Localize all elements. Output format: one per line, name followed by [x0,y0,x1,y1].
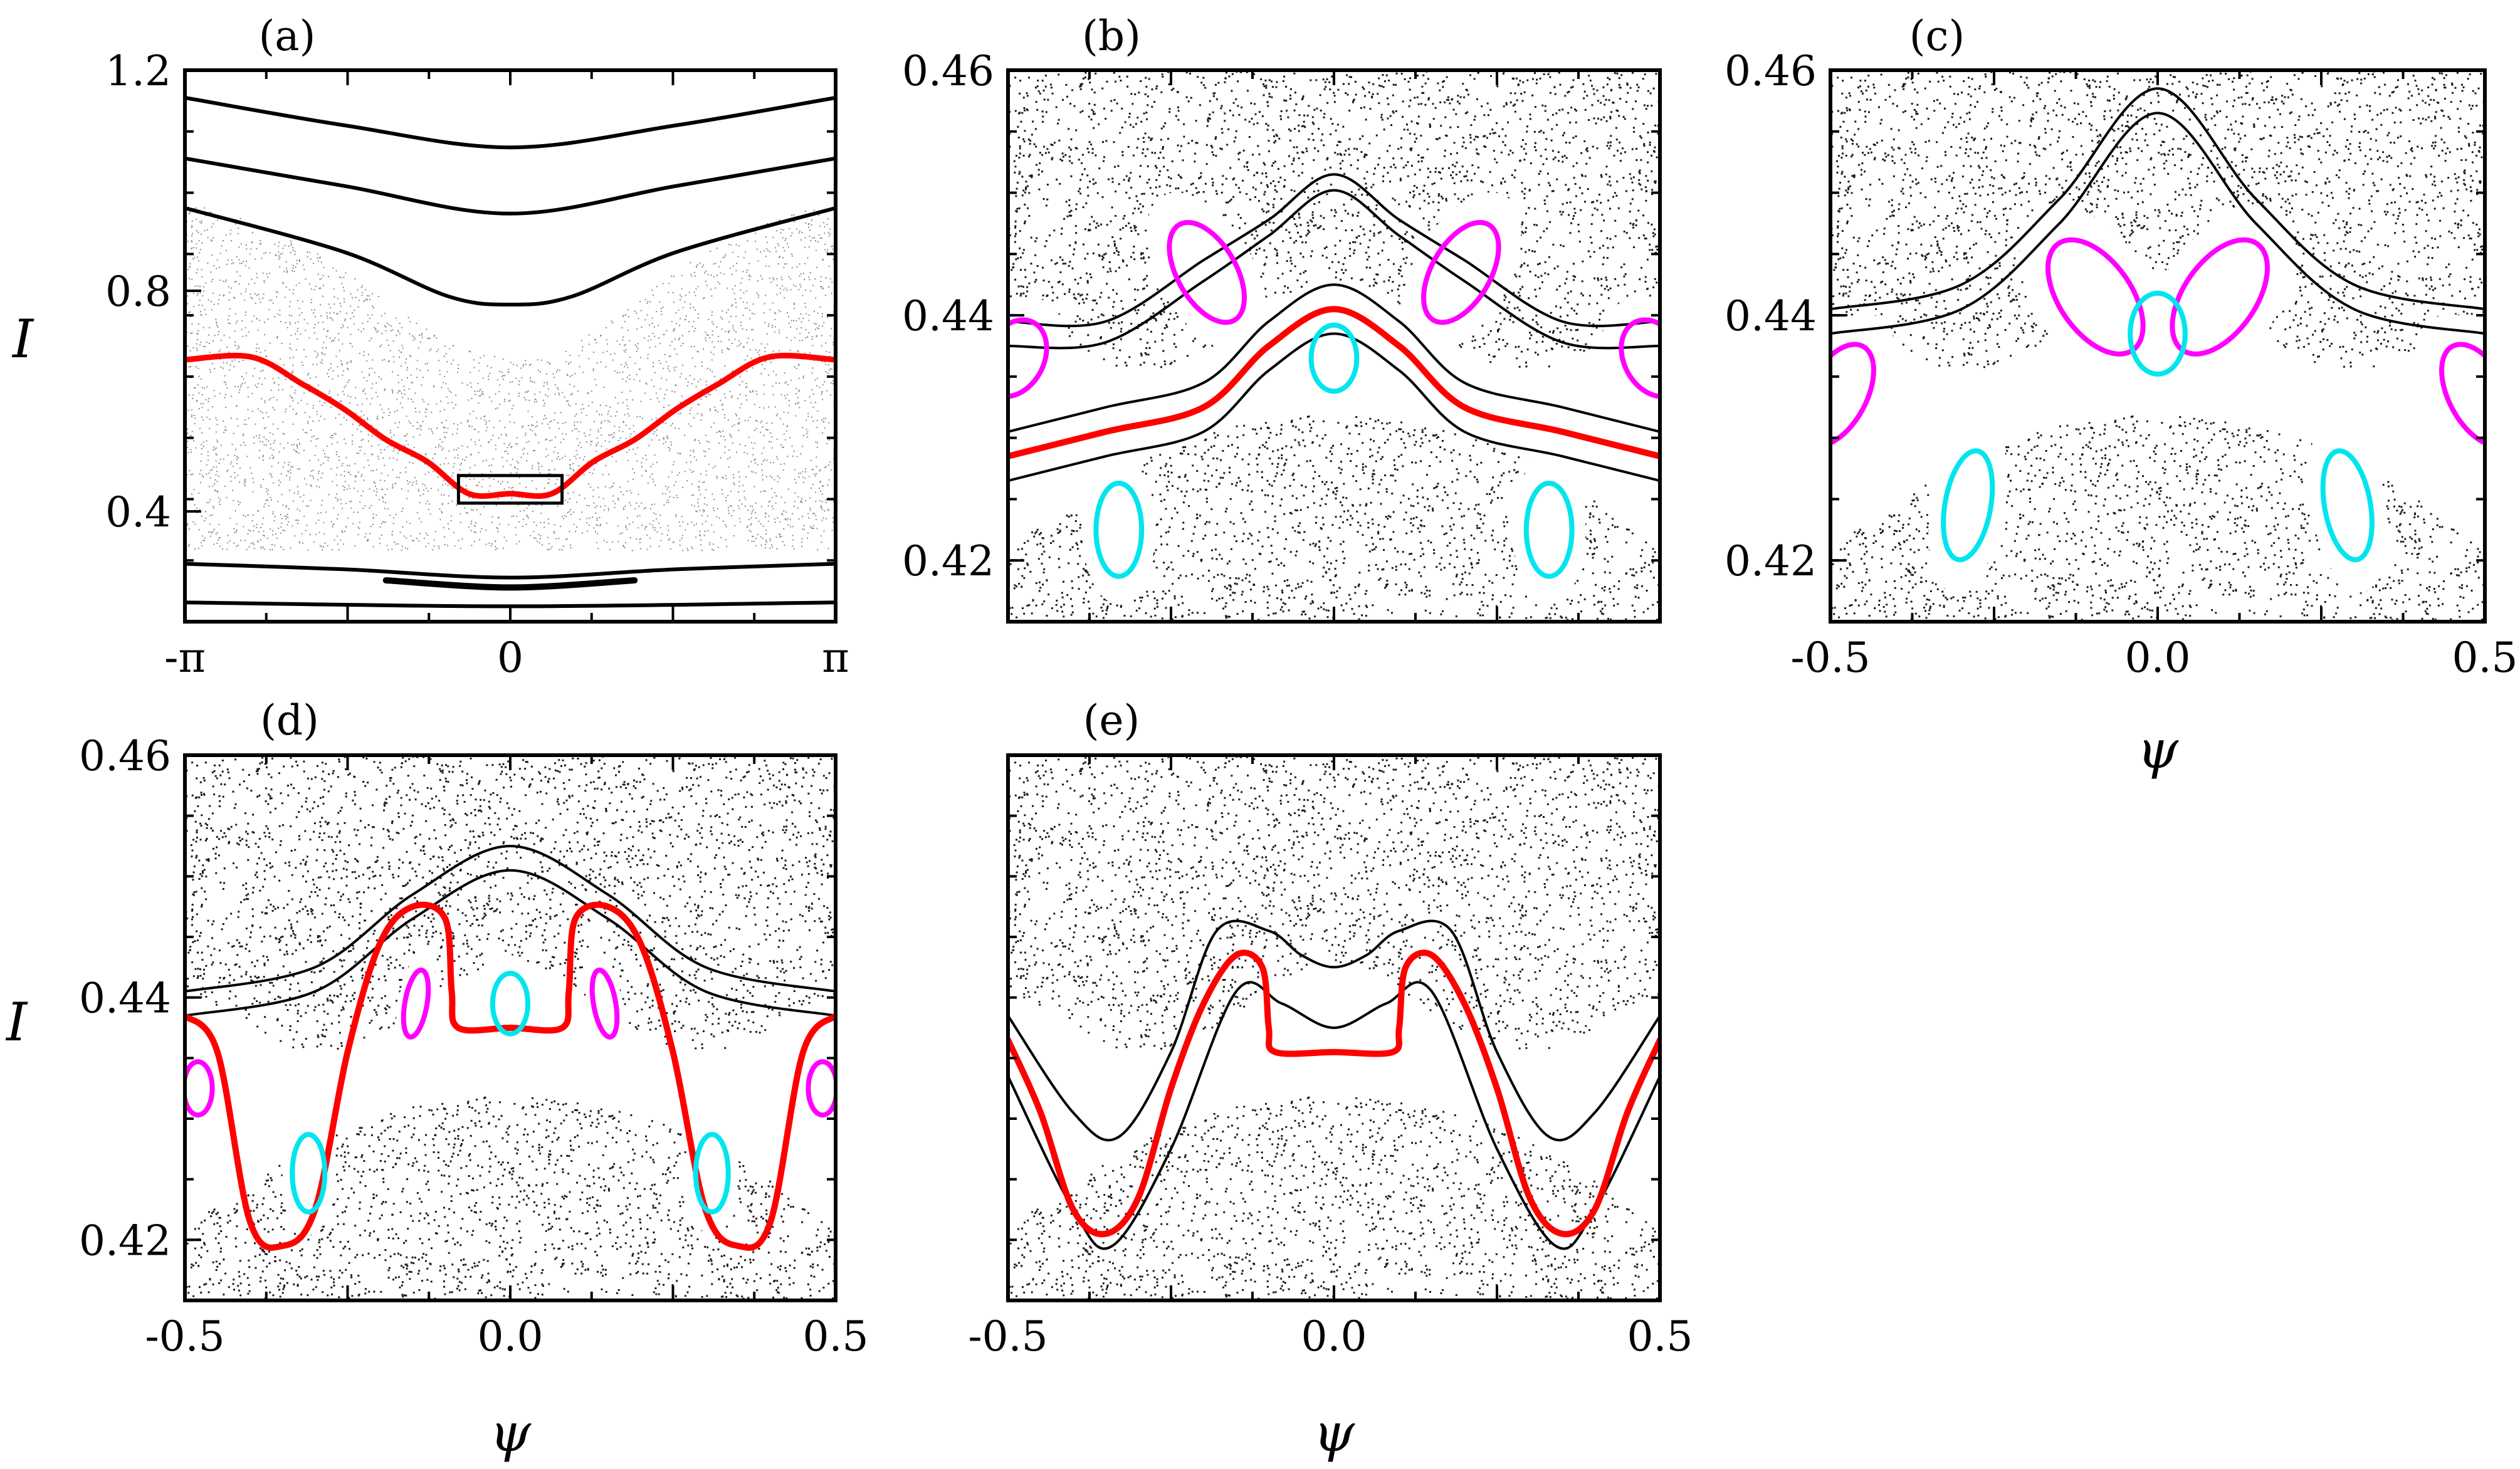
x-tick-label: π [822,634,849,682]
cyan-island-halo [1083,455,1155,604]
x-tick-label: -π [164,634,206,682]
chaotic-sea [185,207,837,552]
panel-e-label: (e) [1083,696,1140,745]
x-tick-label: 0.0 [1301,1312,1367,1361]
y-tick-label: 0.46 [1725,47,1817,95]
invariant-curve [1008,982,1660,1248]
x-tick-label: -0.5 [145,1312,224,1361]
y-tick-label: 0.44 [1725,292,1817,340]
panel-e-ticks: -0.5 0.0 0.5 [968,755,1693,1361]
panel-a-scatter [185,207,837,552]
y-tick-label: 0.44 [79,975,171,1023]
x-tick-label: -0.5 [968,1312,1047,1361]
y-tick-label: 0.4 [105,488,171,536]
cyan-island-halo [2296,412,2399,599]
y-tick-label: 0.42 [1725,537,1817,585]
x-tick-label: 0.5 [803,1312,869,1361]
y-tick-label: 0.8 [105,268,171,316]
y-tick-label: 0.46 [902,47,994,95]
invariant-curve [185,602,835,606]
cyan-island-halo [1513,455,1585,604]
invariant-curve [185,159,835,214]
panel-a-label: (a) [259,12,316,60]
invariant-curve [185,98,835,147]
panel-c-label: (c) [1909,12,1965,60]
y-tick-label: 0.42 [902,537,994,585]
y-tick-label: 0.46 [79,732,171,780]
panel-d-label: (d) [260,696,319,745]
x-tick-label: 0 [497,634,523,682]
panel-c: 0.42 0.44 0.46 -0.5 0.0 0.5 (c) ψ [1725,12,2520,780]
panel-d: 0.42 0.44 0.46 -0.5 0.0 0.5 (d) I ψ [5,696,868,1463]
invariant-curve [1008,921,1660,1140]
panel-e-xlabel: ψ [1313,1402,1355,1463]
panel-e: -0.5 0.0 0.5 (e) ψ [968,696,1693,1463]
panel-e-curves [1008,921,1660,1248]
magenta-island-halo [1582,279,1725,437]
panel-c-xlabel: ψ [2137,719,2179,780]
x-tick-label: -0.5 [1790,634,1870,682]
panel-d-xlabel: ψ [490,1402,532,1463]
y-tick-label: 1.2 [105,47,171,95]
x-tick-label: 0.0 [478,1312,543,1361]
magenta-island-halo [389,947,443,1060]
panel-a-ylabel: I [11,308,34,370]
panel-b: 0.42 0.44 0.46 (b) [902,12,1725,624]
invariant-curve [386,580,634,587]
panel-b-label: (b) [1082,12,1141,60]
x-tick-label: 0.0 [2125,634,2191,682]
x-tick-label: 0.5 [1627,1312,1693,1361]
invariant-curve [1008,174,1660,326]
red-separatrix-curve [1008,953,1660,1234]
panel-d-ylabel: I [5,991,28,1053]
y-tick-label: 0.44 [902,292,994,340]
magenta-island-halo [578,947,632,1060]
x-tick-label: 0.5 [2452,634,2518,682]
invariant-curve [185,564,835,578]
y-tick-label: 0.42 [79,1216,171,1265]
panel-a-curves [185,9,835,606]
zoom-box [458,476,562,503]
cyan-island-halo [1298,305,1370,411]
panel-a: 0.4 0.8 1.2 -π 0 π (a) I [11,9,849,682]
panel-c-curves [1754,88,2520,599]
cyan-island-halo [1916,412,2019,599]
